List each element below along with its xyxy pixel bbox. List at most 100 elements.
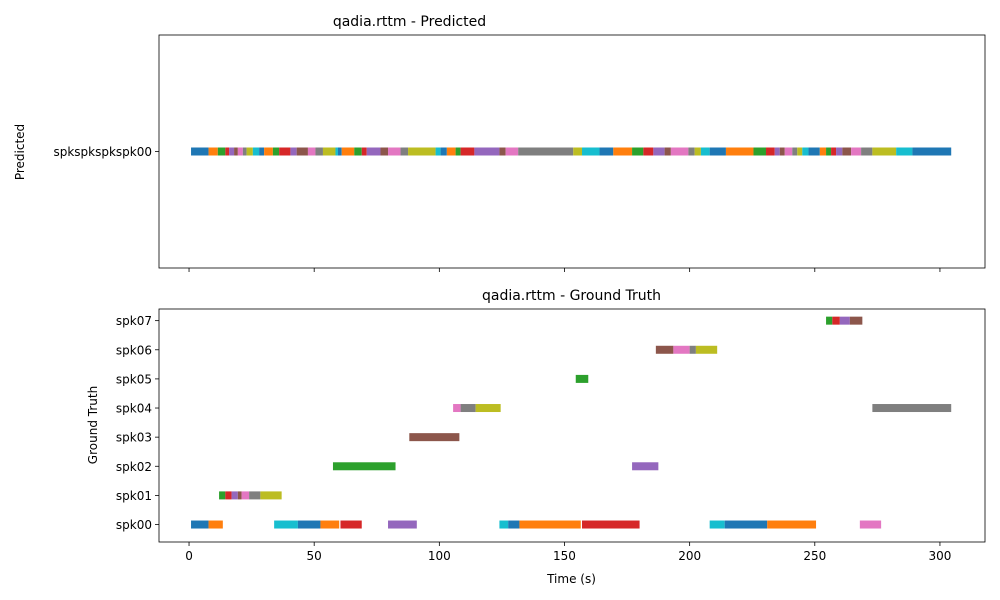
predicted-chart: qadia.rttm - Predicted spkspkspkspk00 Pr… bbox=[13, 14, 986, 272]
x-tick-label: 50 bbox=[307, 549, 322, 563]
segment-bar bbox=[341, 147, 355, 156]
segment-bar bbox=[826, 316, 833, 325]
x-tick-label: 200 bbox=[678, 549, 701, 563]
segment-bar bbox=[831, 147, 837, 156]
segment-bar bbox=[725, 147, 754, 156]
segment-bar bbox=[709, 520, 725, 529]
segment-bar bbox=[440, 147, 447, 156]
segment-bar bbox=[272, 147, 280, 156]
y-tick-label: spk05 bbox=[116, 372, 152, 386]
x-tick-label: 100 bbox=[428, 549, 451, 563]
segment-bar bbox=[839, 316, 850, 325]
segment-bar bbox=[408, 147, 436, 156]
y-tick-label: spk01 bbox=[116, 489, 152, 503]
segment-bar bbox=[765, 147, 775, 156]
ground-truth-chart: qadia.rttm - Ground Truth 0 50 100 150 200 25… bbox=[86, 288, 986, 586]
segment-bar bbox=[842, 147, 852, 156]
segment-bar bbox=[724, 520, 768, 529]
segment-bar bbox=[613, 147, 633, 156]
segment-bar bbox=[400, 147, 409, 156]
segment-bar bbox=[599, 147, 614, 156]
segment-bar bbox=[709, 147, 726, 156]
segment-bar bbox=[388, 520, 417, 529]
segment-bar bbox=[320, 520, 340, 529]
segment-bar bbox=[435, 147, 441, 156]
segment-bar bbox=[872, 147, 897, 156]
segment-bar bbox=[505, 147, 519, 156]
segment-bar bbox=[322, 147, 336, 156]
segment-bar bbox=[802, 147, 809, 156]
segment-bar bbox=[335, 147, 338, 156]
segment-bar bbox=[264, 147, 273, 156]
segment-bar bbox=[274, 520, 298, 529]
segment-bar bbox=[694, 147, 701, 156]
segment-bar bbox=[653, 147, 665, 156]
segment-bar bbox=[446, 147, 456, 156]
ground-truth-plot-frame bbox=[158, 308, 986, 543]
segment-bar bbox=[499, 520, 509, 529]
segment-bar bbox=[290, 147, 297, 156]
segment-bar bbox=[819, 147, 827, 156]
ground-truth-y-ticks: spk00 spk01 spk02 spk03 spk04 spk05 spk06 spk07 bbox=[116, 314, 159, 532]
segment-bar bbox=[753, 147, 766, 156]
segment-bar bbox=[460, 147, 475, 156]
segment-bar bbox=[575, 374, 589, 383]
segment-bar bbox=[499, 147, 506, 156]
ground-truth-chart-title: qadia.rttm - Ground Truth bbox=[482, 288, 661, 304]
segment-bar bbox=[664, 147, 671, 156]
segment-bar bbox=[474, 147, 500, 156]
y-tick-label: spk03 bbox=[116, 431, 152, 445]
segment-bar bbox=[774, 147, 780, 156]
segment-bar bbox=[332, 462, 396, 471]
segment-bar bbox=[337, 147, 342, 156]
y-tick-label: spk06 bbox=[116, 343, 152, 357]
ground-truth-x-ticks: 0 50 100 150 200 250 300 bbox=[185, 542, 951, 563]
segment-bar bbox=[851, 147, 862, 156]
segment-bar bbox=[695, 345, 718, 354]
segment-bar bbox=[259, 147, 265, 156]
segment-bar bbox=[249, 491, 261, 500]
segment-bar bbox=[237, 147, 243, 156]
segment-bar bbox=[217, 147, 226, 156]
segment-bar bbox=[460, 404, 476, 413]
segment-bar bbox=[366, 147, 381, 156]
predicted-segments bbox=[191, 147, 952, 156]
segment-bar bbox=[689, 345, 696, 354]
segment-bar bbox=[912, 147, 952, 156]
segment-bar bbox=[297, 520, 321, 529]
segment-bar bbox=[453, 404, 461, 413]
segment-bar bbox=[797, 147, 803, 156]
y-tick-label: spkspkspkspk00 bbox=[53, 145, 152, 159]
segment-bar bbox=[380, 147, 389, 156]
segment-bar bbox=[340, 520, 362, 529]
segment-bar bbox=[670, 147, 689, 156]
segment-bar bbox=[655, 345, 674, 354]
segment-bar bbox=[518, 147, 574, 156]
segment-bar bbox=[455, 147, 461, 156]
segment-bar bbox=[241, 491, 250, 500]
segment-bar bbox=[191, 147, 209, 156]
segment-bar bbox=[519, 520, 581, 529]
x-tick-label: 250 bbox=[803, 549, 826, 563]
segment-bar bbox=[252, 147, 260, 156]
segment-bar bbox=[475, 404, 501, 413]
segment-bar bbox=[826, 147, 832, 156]
predicted-x-ticks bbox=[188, 268, 941, 272]
segment-bar bbox=[237, 491, 242, 500]
segment-bar bbox=[779, 147, 785, 156]
segment-bar bbox=[191, 520, 209, 529]
segment-bar bbox=[260, 491, 282, 500]
segment-bar bbox=[208, 147, 218, 156]
segment-bar bbox=[354, 147, 362, 156]
segment-bar bbox=[632, 462, 659, 471]
segment-bar bbox=[388, 147, 401, 156]
y-tick-label: spk00 bbox=[116, 518, 152, 532]
ground-truth-segments bbox=[191, 316, 952, 529]
segment-bar bbox=[307, 147, 316, 156]
segment-bar bbox=[246, 147, 253, 156]
ground-truth-y-axis-label: Ground Truth bbox=[86, 386, 100, 464]
segment-bar bbox=[582, 147, 600, 156]
segment-bar bbox=[225, 147, 230, 156]
segment-bar bbox=[219, 491, 226, 500]
